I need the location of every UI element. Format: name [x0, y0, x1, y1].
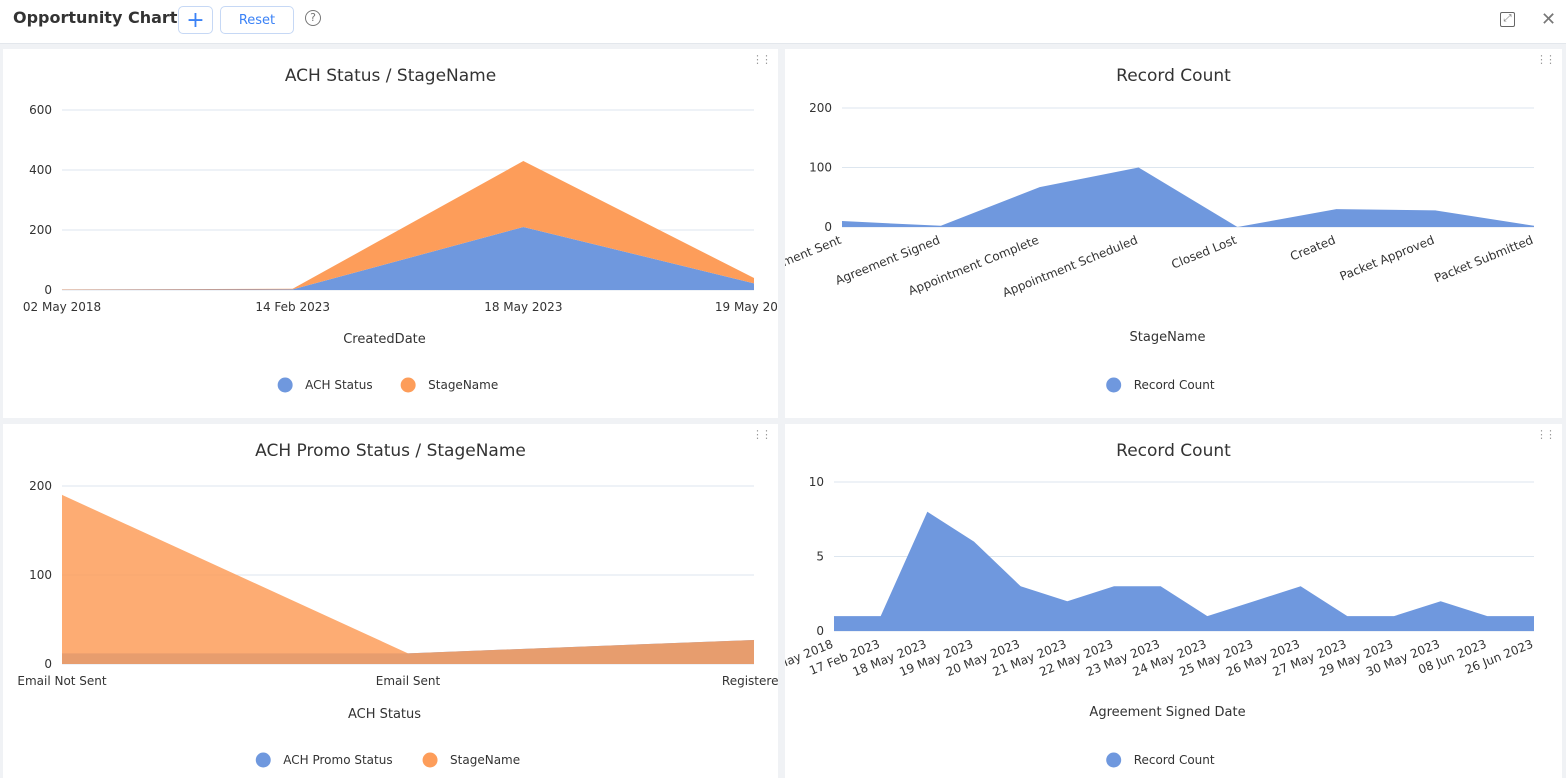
x-tick-label: Email Not Sent — [17, 674, 107, 688]
chart-title: ACH Promo Status / StageName — [255, 441, 526, 461]
y-tick-label: 0 — [44, 657, 52, 671]
legend-marker — [277, 377, 293, 393]
question-circle-icon[interactable]: ? — [305, 10, 321, 26]
legend-label: Record Count — [1134, 753, 1215, 767]
expand-icon[interactable]: ⤢ — [1500, 12, 1515, 27]
area-series-stagename — [62, 494, 754, 664]
drag-handle-icon[interactable]: ⋮⋮ — [1536, 428, 1556, 441]
legend-label: ACH Status — [305, 378, 372, 392]
drag-handle-icon[interactable]: ⋮⋮ — [752, 53, 772, 66]
y-tick-label: 5 — [816, 550, 824, 564]
x-axis-label: ACH Status — [348, 707, 421, 722]
header: Opportunity Charts + Reset ? ⤢ ✕ — [0, 0, 1566, 44]
y-tick-label: 10 — [809, 475, 824, 489]
page-title: Opportunity Charts — [13, 8, 187, 27]
x-tick-label: Packet Approved — [1338, 233, 1437, 284]
x-tick-label: 14 Feb 2023 — [255, 300, 330, 314]
legend-marker — [422, 752, 438, 768]
legend-label: ACH Promo Status — [283, 753, 392, 767]
y-tick-label: 400 — [29, 163, 52, 177]
legend-marker — [255, 752, 271, 768]
chart-svg: ACH Promo Status / StageName 0 100 200 Email… — [17, 441, 778, 768]
chart-panel-ach-status: ACH Status / StageName 0 200 400 600 02 May 2… — [3, 49, 778, 418]
area-series-ach-status — [62, 227, 754, 290]
y-tick-label: 200 — [29, 223, 52, 237]
y-tick-label: 0 — [824, 220, 832, 234]
chart-title: Record Count — [1116, 441, 1231, 461]
x-tick-label: Packet Submitted — [1432, 233, 1535, 285]
y-tick-label: 200 — [809, 101, 832, 115]
legend-label: StageName — [450, 753, 520, 767]
drag-handle-icon[interactable]: ⋮⋮ — [752, 428, 772, 441]
legend-marker — [1106, 377, 1122, 393]
y-tick-label: 200 — [29, 479, 52, 493]
x-tick-label: 19 May 2023 — [715, 300, 778, 314]
y-tick-label: 100 — [29, 568, 52, 582]
chart-panel-ach-promo: ACH Promo Status / StageName 0 100 200 Email… — [3, 424, 778, 778]
y-tick-label: 0 — [44, 283, 52, 297]
close-icon[interactable]: ✕ — [1541, 9, 1557, 30]
y-tick-label: 100 — [809, 161, 832, 175]
reset-button[interactable]: Reset — [220, 6, 294, 34]
area-series-record-count — [842, 167, 1534, 227]
chart-panel-record-count-stage: Record Count 0 100 200 Agreement Sent Agreeme… — [785, 49, 1562, 418]
drag-handle-icon[interactable]: ⋮⋮ — [1536, 53, 1556, 66]
x-tick-label: 02 May 2018 — [23, 300, 101, 314]
x-tick-label: Email Sent — [376, 674, 441, 688]
x-tick-label: Closed Lost — [1169, 233, 1238, 272]
x-axis-label: CreatedDate — [343, 332, 426, 347]
area-series-record-count — [834, 511, 1534, 631]
chart-title: Record Count — [1116, 66, 1231, 86]
add-chart-button[interactable]: + — [178, 6, 213, 34]
legend-label: StageName — [428, 378, 498, 392]
chart-title: ACH Status / StageName — [285, 66, 496, 86]
chart-svg: ACH Status / StageName 0 200 400 600 02 May 2… — [23, 66, 778, 393]
plus-icon: + — [186, 7, 205, 33]
legend-label: Record Count — [1134, 378, 1215, 392]
y-tick-label: 600 — [29, 103, 52, 117]
legend-marker — [1106, 752, 1122, 768]
area-series-stagename — [62, 161, 754, 290]
x-tick-label: 18 May 2023 — [484, 300, 562, 314]
x-axis-label: Agreement Signed Date — [1089, 705, 1245, 720]
x-axis-label: StageName — [1130, 330, 1206, 345]
y-tick-label: 0 — [816, 624, 824, 638]
legend-marker — [400, 377, 416, 393]
x-tick-label: Created — [1288, 233, 1337, 264]
x-tick-label: Registered — [722, 674, 778, 688]
